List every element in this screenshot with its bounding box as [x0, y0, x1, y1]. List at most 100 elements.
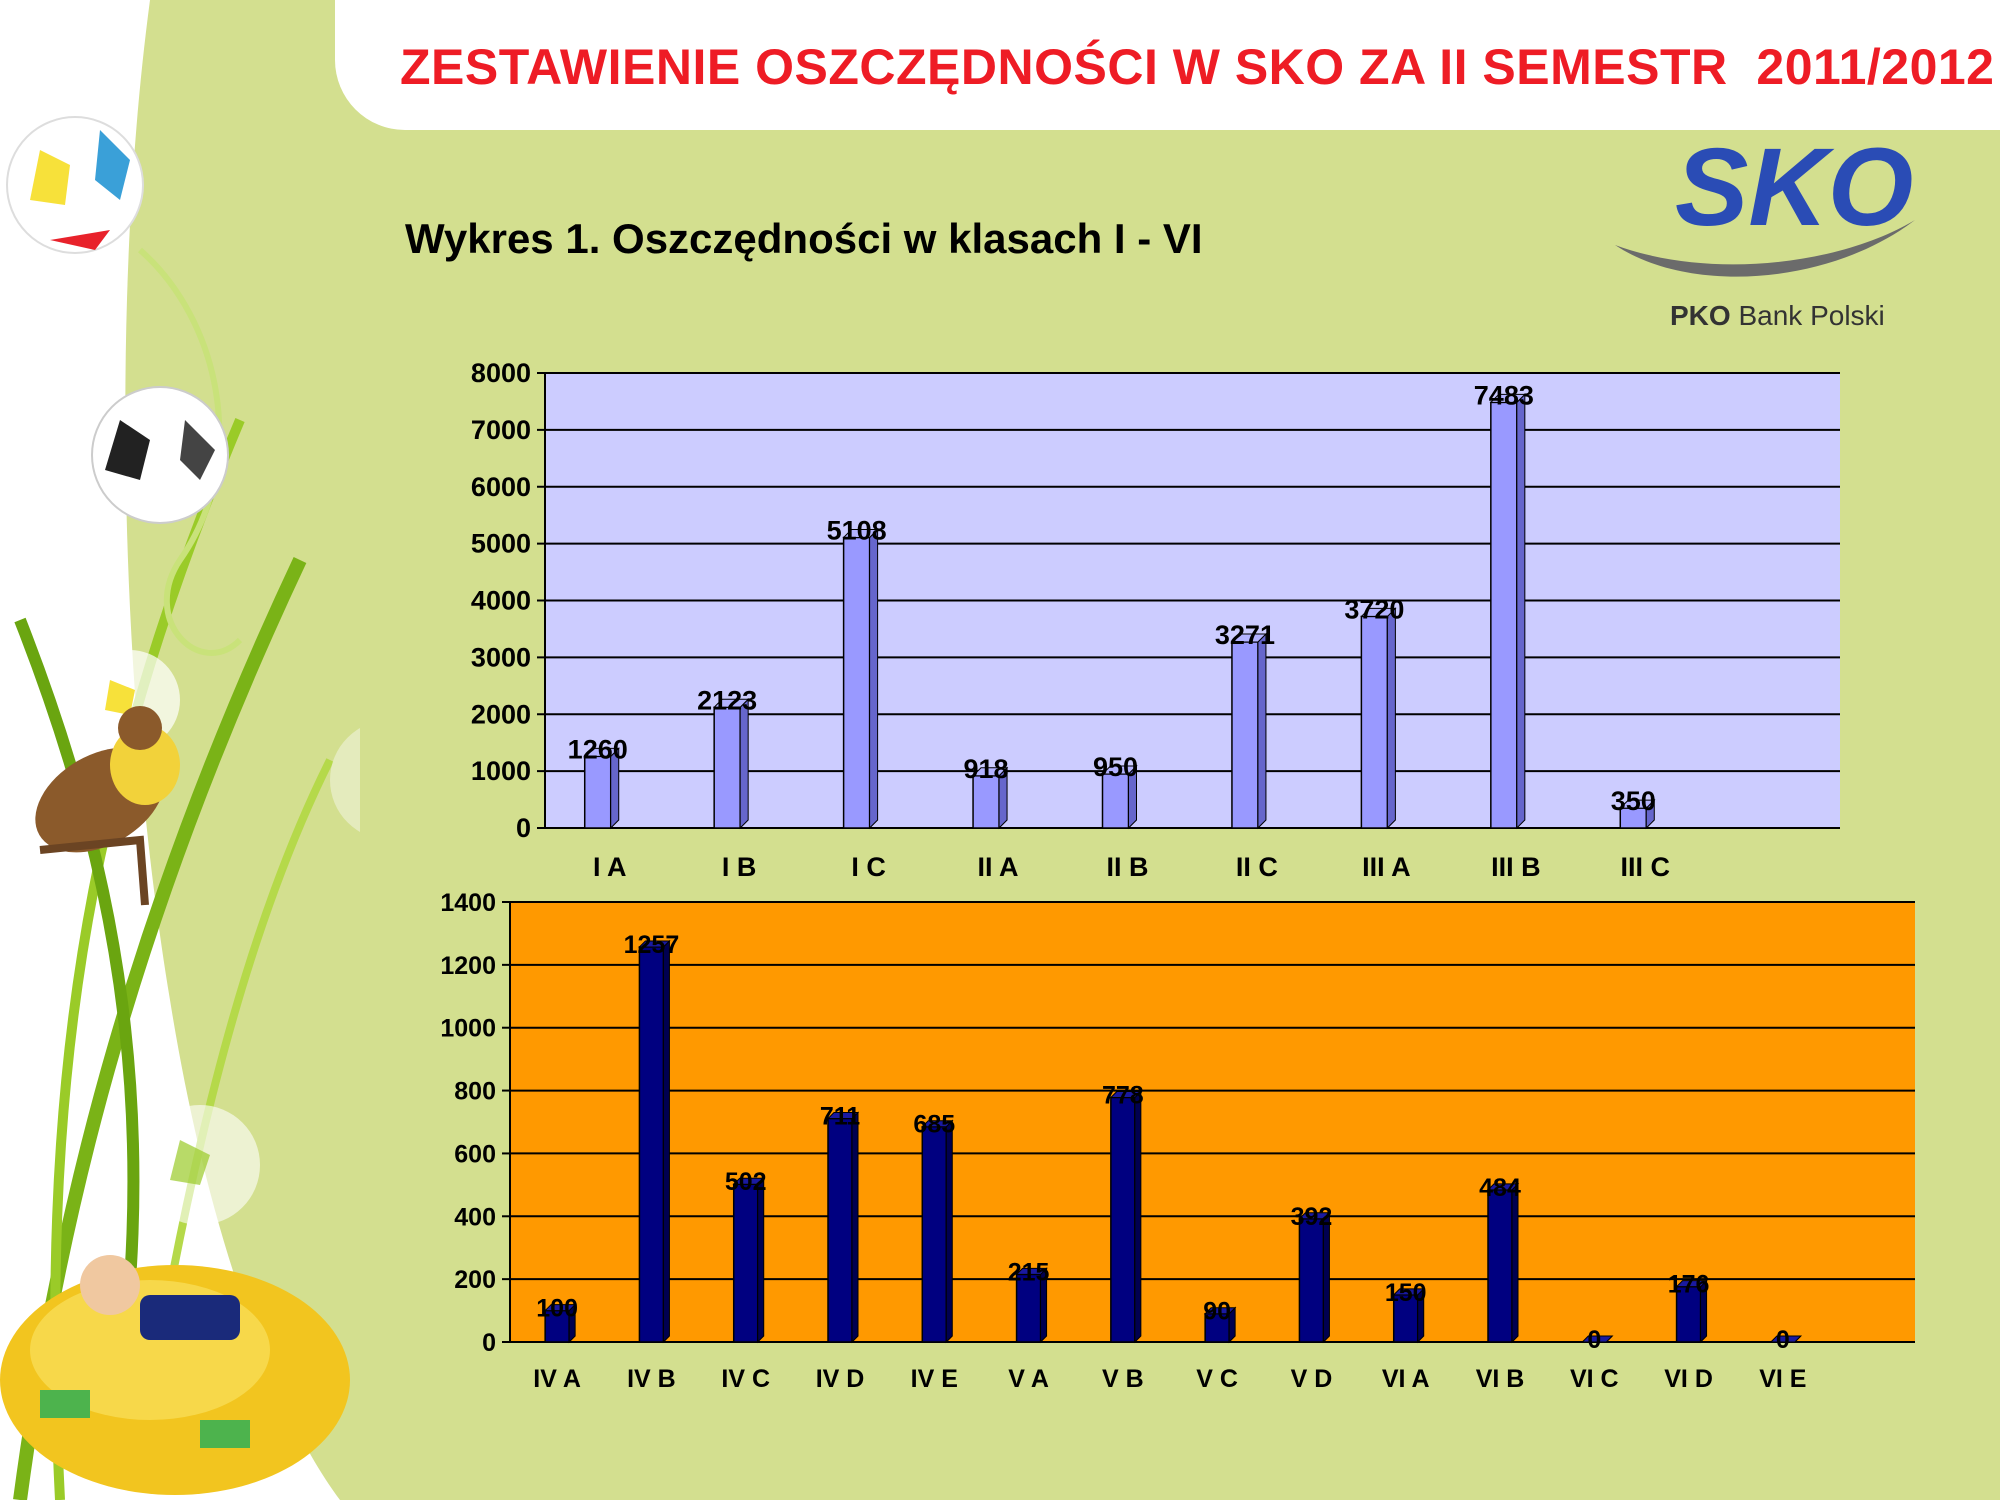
y-tick-label: 0: [482, 1329, 496, 1357]
bar-top: [971, 767, 1009, 777]
x-tick-label: V A: [1008, 1365, 1049, 1393]
y-tick-label: 1000: [471, 756, 531, 786]
bar: [972, 775, 1000, 829]
y-tick-label: 6000: [471, 472, 531, 502]
data-label: 7483: [1474, 380, 1534, 410]
chart-lower: 100 1257 502 711 685 215 778 90 392 150 484 0 176 0 0…: [440, 890, 1915, 1393]
y-axis-ticks: 0 1000 2000 3000 4000 5000 6000 7000 8000: [471, 358, 531, 843]
coins-pile-icon: [0, 1255, 350, 1495]
y-tick-label: 5000: [471, 529, 531, 559]
bar-top: [1230, 633, 1268, 643]
y-tick-label: 1200: [440, 952, 496, 980]
ball-icon: [91, 386, 229, 524]
y-tick-label: 7000: [471, 415, 531, 445]
data-label: 1257: [624, 931, 680, 959]
bar: [827, 1117, 853, 1343]
data-label: 685: [913, 1111, 955, 1139]
sko-logo: SKO: [1615, 126, 1915, 277]
bar-side: [1516, 393, 1526, 830]
bar: [1360, 615, 1389, 829]
bar: [583, 755, 612, 829]
x-tick-label: VI E: [1759, 1365, 1806, 1393]
data-labels: 100 1257 502 711 685 215 778 90 392 150 484 0 176 0: [536, 931, 1790, 1354]
bank-name: PKO Bank Polski: [1670, 300, 1885, 332]
y-tick-label: 0: [516, 813, 531, 843]
data-label: 3720: [1344, 594, 1404, 624]
bird-icon: [35, 706, 180, 906]
data-label: 0: [1587, 1326, 1601, 1354]
y-tick-label: 1400: [440, 890, 496, 917]
data-label: 150: [1385, 1279, 1427, 1307]
chart-caption: Wykres 1. Oszczędności w klasach I - VI: [405, 215, 1203, 262]
y-axis-ticks: 0 200 400 600 800 1000 1200 1400: [440, 890, 496, 1357]
bar-side: [851, 1111, 859, 1344]
y-tick-label: 800: [454, 1078, 496, 1106]
bar-top: [638, 940, 671, 948]
bar-top: [1101, 765, 1138, 775]
bar: [1101, 773, 1130, 829]
x-tick-label: II C: [1236, 852, 1278, 882]
gridlines: [537, 372, 1840, 829]
bar-top: [1581, 1335, 1614, 1343]
x-tick-label: VI A: [1382, 1365, 1430, 1393]
ball-icon: [140, 1105, 260, 1225]
bar-top: [1489, 393, 1527, 403]
x-tick-label: II A: [978, 852, 1019, 882]
white-swirl: [0, 0, 340, 1500]
data-label: 950: [1093, 752, 1138, 782]
bar-top: [1360, 607, 1397, 617]
bar-top: [1486, 1183, 1520, 1191]
bar: [842, 536, 871, 829]
bars: [543, 939, 1803, 1344]
x-tick-label: IV E: [911, 1365, 958, 1393]
x-tick-label: VI B: [1476, 1365, 1525, 1393]
bar: [732, 1183, 759, 1343]
x-tick-label: VI C: [1570, 1365, 1619, 1393]
x-tick-label: IV B: [627, 1365, 676, 1393]
chart-upper: 1260 2123 5108 918 950 3271 3720 7483 350 0 1000 2…: [471, 358, 1840, 882]
data-label: 215: [1008, 1258, 1050, 1286]
bank-name-rest: Bank Polski: [1738, 300, 1885, 331]
data-label: 5108: [827, 515, 887, 545]
bar-side: [662, 939, 670, 1344]
bar: [1487, 1189, 1513, 1343]
bar-side: [945, 1119, 953, 1344]
bar-side: [1511, 1182, 1519, 1344]
bar-top: [732, 1177, 765, 1185]
bar-top: [921, 1120, 954, 1128]
x-tick-label: IV C: [721, 1365, 770, 1393]
y-tick-label: 3000: [471, 642, 531, 672]
bar-top: [826, 1112, 860, 1120]
bar: [1110, 1096, 1136, 1343]
y-tick-label: 2000: [471, 699, 531, 729]
x-tick-label: VI D: [1664, 1365, 1713, 1393]
data-label: 484: [1479, 1174, 1521, 1202]
bar: [713, 706, 741, 829]
bar-side: [739, 698, 749, 830]
bar-top: [1392, 1288, 1425, 1296]
bar: [921, 1125, 948, 1343]
y-tick-label: 200: [454, 1266, 496, 1294]
bank-name-bold: PKO: [1670, 300, 1731, 331]
data-label: 176: [1668, 1271, 1710, 1299]
data-labels: 1260 2123 5108 918 950 3271 3720 7483 350: [568, 380, 1656, 816]
x-tick-label: IV D: [816, 1365, 865, 1393]
x-axis-ticks: I A I B I C II A II B II C III A III B III C: [593, 852, 1670, 882]
bars: [583, 393, 1656, 830]
bar: [1231, 641, 1259, 829]
x-axis-ticks: IV A IV B IV C IV D IV E V A V B V C V D VI A VI B…: [533, 1365, 1806, 1393]
page-title: ZESTAWIENIE OSZCZĘDNOŚCI W SKO ZA II SEM…: [400, 39, 1995, 95]
bar-top: [543, 1304, 577, 1312]
ball-icon: [330, 728, 360, 832]
data-label: 100: [536, 1295, 578, 1323]
x-tick-label: III B: [1491, 852, 1541, 882]
title-banner: [335, 0, 2000, 130]
data-label: 392: [1291, 1203, 1333, 1231]
x-tick-label: I C: [851, 852, 886, 882]
bar-side: [1257, 632, 1267, 830]
x-tick-label: V B: [1102, 1365, 1144, 1393]
data-label: 90: [1203, 1298, 1231, 1326]
bar-top: [1109, 1090, 1143, 1098]
bar-top: [712, 698, 750, 708]
bar: [638, 946, 665, 1343]
